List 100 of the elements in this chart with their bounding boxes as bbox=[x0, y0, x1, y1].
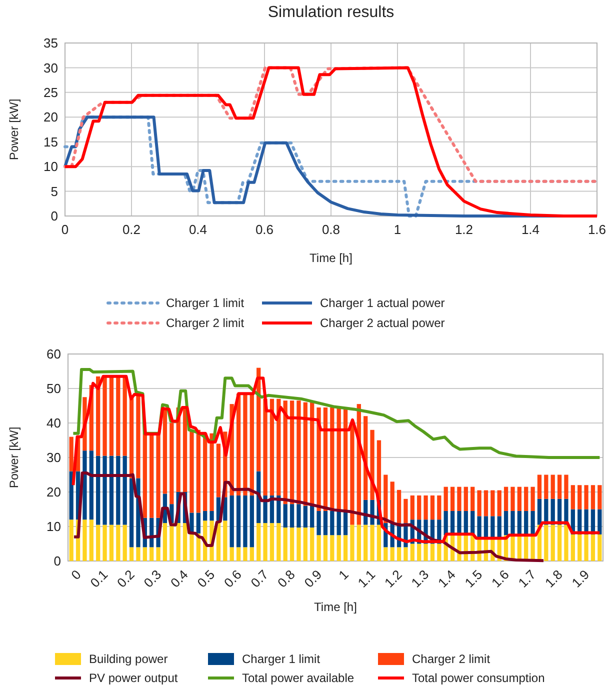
line-series bbox=[72, 472, 545, 562]
x-tick-label: 1.6 bbox=[588, 222, 606, 237]
bar bbox=[122, 376, 127, 456]
bar bbox=[350, 524, 354, 561]
line-series bbox=[72, 374, 602, 544]
bar bbox=[122, 524, 127, 561]
bar bbox=[544, 524, 548, 561]
bar bbox=[270, 523, 274, 561]
bar bbox=[390, 547, 394, 561]
y-tick-label: 60 bbox=[46, 346, 61, 362]
bar bbox=[310, 402, 314, 506]
y-tick-label: 0 bbox=[50, 208, 58, 224]
bar bbox=[116, 524, 120, 561]
bar bbox=[450, 486, 455, 511]
bar bbox=[564, 524, 568, 561]
bar bbox=[330, 535, 334, 561]
bar bbox=[376, 524, 382, 561]
chart-title: Simulation results bbox=[268, 4, 394, 21]
x-tick-label: 1 bbox=[336, 566, 352, 583]
bar bbox=[263, 495, 268, 524]
bar bbox=[96, 376, 100, 456]
bar bbox=[537, 474, 542, 499]
bar bbox=[557, 524, 562, 561]
y-tick-label: 20 bbox=[44, 110, 58, 125]
bar bbox=[196, 512, 200, 534]
legend-label: PV power output bbox=[89, 671, 178, 686]
bar bbox=[102, 376, 107, 456]
bar bbox=[116, 376, 120, 456]
bar bbox=[170, 423, 174, 504]
bar bbox=[256, 523, 261, 561]
bar bbox=[598, 485, 602, 510]
bar bbox=[410, 544, 414, 561]
bar bbox=[156, 547, 160, 561]
bar bbox=[336, 510, 341, 536]
bar bbox=[109, 376, 114, 456]
y-tick-label: 10 bbox=[46, 519, 61, 534]
x-tick-label: 0 bbox=[68, 566, 84, 583]
bar bbox=[437, 495, 442, 520]
bar bbox=[330, 407, 334, 511]
bar bbox=[364, 524, 368, 561]
bar bbox=[296, 528, 301, 561]
bar bbox=[82, 520, 87, 561]
bar bbox=[384, 547, 388, 561]
bar bbox=[136, 547, 140, 561]
bar bbox=[190, 533, 194, 561]
bar bbox=[524, 510, 528, 536]
bar bbox=[150, 547, 154, 561]
bar bbox=[203, 510, 208, 521]
bar bbox=[129, 547, 134, 561]
x-tick-label: 1.2 bbox=[454, 222, 474, 237]
y-axis-title: Power [kW] bbox=[7, 426, 21, 488]
x-tick-label: 0.9 bbox=[301, 566, 325, 590]
bar bbox=[504, 486, 508, 511]
bar bbox=[477, 490, 482, 516]
bar bbox=[303, 528, 308, 561]
x-tick-label: 0.4 bbox=[188, 222, 208, 237]
bar bbox=[584, 534, 588, 561]
x-tick-label: 0.2 bbox=[122, 222, 141, 237]
bar bbox=[457, 486, 462, 511]
y-tick-label: 40 bbox=[46, 416, 61, 431]
bar bbox=[578, 485, 582, 510]
bar bbox=[210, 510, 214, 521]
bar bbox=[417, 495, 422, 520]
y-tick-label: 35 bbox=[44, 36, 58, 51]
bar bbox=[336, 407, 341, 511]
bar bbox=[102, 456, 107, 525]
bar bbox=[430, 495, 435, 520]
bar bbox=[109, 456, 114, 525]
bar bbox=[296, 504, 301, 528]
bar bbox=[162, 523, 168, 561]
y-tick-label: 20 bbox=[46, 484, 61, 500]
bar bbox=[136, 395, 140, 478]
bar bbox=[404, 547, 408, 561]
bar bbox=[109, 524, 114, 561]
bar bbox=[303, 402, 308, 506]
bar bbox=[102, 524, 107, 561]
bar bbox=[517, 486, 522, 511]
legend-label: Total power consumption bbox=[412, 671, 545, 686]
x-axis-title: Time [h] bbox=[314, 600, 357, 614]
bar bbox=[444, 486, 448, 511]
x-tick-label: 0.6 bbox=[221, 566, 244, 590]
bar bbox=[544, 474, 548, 499]
bar bbox=[530, 510, 535, 536]
bar bbox=[524, 486, 528, 511]
bar bbox=[497, 490, 502, 516]
legend-label: Building power bbox=[89, 652, 168, 666]
x-tick-label: 1.4 bbox=[435, 566, 458, 590]
x-tick-label: 1.2 bbox=[382, 566, 405, 590]
bar bbox=[550, 474, 555, 499]
x-tick-label: 0.1 bbox=[87, 566, 111, 590]
y-tick-label: 10 bbox=[44, 159, 58, 174]
y-tick-label: 30 bbox=[46, 450, 61, 466]
x-tick-label: 0.8 bbox=[274, 566, 298, 590]
bar bbox=[230, 547, 234, 561]
bar bbox=[598, 534, 602, 561]
bar bbox=[584, 485, 588, 510]
line-series bbox=[64, 116, 598, 218]
bar bbox=[89, 450, 94, 520]
x-tick-label: 1 bbox=[394, 222, 402, 237]
x-tick-label: 0.5 bbox=[194, 566, 218, 590]
